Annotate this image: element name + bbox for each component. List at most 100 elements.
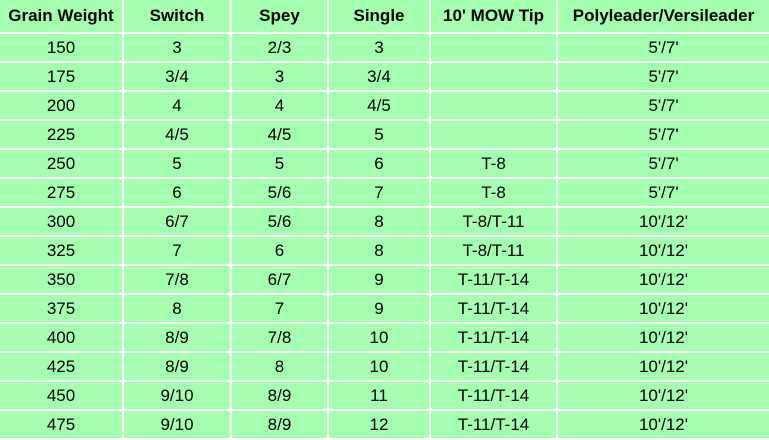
switch-cell: 8/9 <box>124 324 232 353</box>
polyleader-cell: 5'/7' <box>558 34 769 63</box>
header-spey: Spey <box>232 0 329 34</box>
single-cell: 8 <box>329 237 431 266</box>
grain-weight-cell: 275 <box>0 179 124 208</box>
table-row: 250 5 5 6 T-8 5'/7' <box>0 150 769 179</box>
spey-cell: 5/6 <box>232 179 329 208</box>
polyleader-cell: 10'/12' <box>558 324 769 353</box>
mow-tip-cell: T-11/T-14 <box>431 382 558 411</box>
header-grain-weight: Grain Weight <box>0 0 124 34</box>
header-polyleader: Polyleader/Versileader <box>558 0 769 34</box>
spey-cell: 8 <box>232 353 329 382</box>
mow-tip-cell <box>431 92 558 121</box>
table-row: 275 6 5/6 7 T-8 5'/7' <box>0 179 769 208</box>
grain-weight-cell: 325 <box>0 237 124 266</box>
grain-weight-cell: 200 <box>0 92 124 121</box>
switch-cell: 9/10 <box>124 411 232 440</box>
switch-cell: 6/7 <box>124 208 232 237</box>
single-cell: 9 <box>329 295 431 324</box>
spey-cell: 4 <box>232 92 329 121</box>
single-cell: 3/4 <box>329 63 431 92</box>
table-row: 375 8 7 9 T-11/T-14 10'/12' <box>0 295 769 324</box>
spey-cell: 8/9 <box>232 382 329 411</box>
spey-cell: 6 <box>232 237 329 266</box>
grain-weight-cell: 225 <box>0 121 124 150</box>
mow-tip-cell: T-8/T-11 <box>431 208 558 237</box>
grain-weight-cell: 425 <box>0 353 124 382</box>
header-row: Grain Weight Switch Spey Single 10' MOW … <box>0 0 769 34</box>
single-cell: 10 <box>329 353 431 382</box>
table-row: 425 8/9 8 10 T-11/T-14 10'/12' <box>0 353 769 382</box>
single-cell: 5 <box>329 121 431 150</box>
mow-tip-cell: T-8 <box>431 150 558 179</box>
spey-cell: 5 <box>232 150 329 179</box>
spey-cell: 4/5 <box>232 121 329 150</box>
single-cell: 12 <box>329 411 431 440</box>
polyleader-cell: 5'/7' <box>558 150 769 179</box>
mow-tip-cell: T-11/T-14 <box>431 411 558 440</box>
grain-weight-cell: 150 <box>0 34 124 63</box>
polyleader-cell: 10'/12' <box>558 382 769 411</box>
polyleader-cell: 5'/7' <box>558 179 769 208</box>
header-single: Single <box>329 0 431 34</box>
switch-cell: 5 <box>124 150 232 179</box>
single-cell: 3 <box>329 34 431 63</box>
spey-cell: 6/7 <box>232 266 329 295</box>
switch-cell: 8/9 <box>124 353 232 382</box>
mow-tip-cell: T-11/T-14 <box>431 353 558 382</box>
spey-cell: 8/9 <box>232 411 329 440</box>
switch-cell: 4/5 <box>124 121 232 150</box>
header-mow-tip: 10' MOW Tip <box>431 0 558 34</box>
polyleader-cell: 5'/7' <box>558 121 769 150</box>
table-body: 150 3 2/3 3 5'/7' 175 3/4 3 3/4 5'/7' 200 4 4 4/5 5'/7… <box>0 34 769 440</box>
switch-cell: 9/10 <box>124 382 232 411</box>
table-row: 325 7 6 8 T-8/T-11 10'/12' <box>0 237 769 266</box>
single-cell: 7 <box>329 179 431 208</box>
grain-weight-cell: 475 <box>0 411 124 440</box>
switch-cell: 6 <box>124 179 232 208</box>
switch-cell: 7/8 <box>124 266 232 295</box>
mow-tip-cell <box>431 63 558 92</box>
grain-weight-cell: 175 <box>0 63 124 92</box>
mow-tip-cell <box>431 34 558 63</box>
switch-cell: 8 <box>124 295 232 324</box>
mow-tip-cell <box>431 121 558 150</box>
polyleader-cell: 10'/12' <box>558 411 769 440</box>
single-cell: 10 <box>329 324 431 353</box>
polyleader-cell: 10'/12' <box>558 353 769 382</box>
mow-tip-cell: T-11/T-14 <box>431 295 558 324</box>
mow-tip-cell: T-11/T-14 <box>431 266 558 295</box>
single-cell: 4/5 <box>329 92 431 121</box>
switch-cell: 4 <box>124 92 232 121</box>
polyleader-cell: 10'/12' <box>558 237 769 266</box>
single-cell: 6 <box>329 150 431 179</box>
table-row: 300 6/7 5/6 8 T-8/T-11 10'/12' <box>0 208 769 237</box>
polyleader-cell: 5'/7' <box>558 92 769 121</box>
switch-cell: 3/4 <box>124 63 232 92</box>
grain-weight-cell: 450 <box>0 382 124 411</box>
mow-tip-cell: T-11/T-14 <box>431 324 558 353</box>
table-row: 200 4 4 4/5 5'/7' <box>0 92 769 121</box>
polyleader-cell: 10'/12' <box>558 295 769 324</box>
table-row: 475 9/10 8/9 12 T-11/T-14 10'/12' <box>0 411 769 440</box>
spey-cell: 3 <box>232 63 329 92</box>
table-row: 400 8/9 7/8 10 T-11/T-14 10'/12' <box>0 324 769 353</box>
header-switch: Switch <box>124 0 232 34</box>
grain-weight-cell: 300 <box>0 208 124 237</box>
grain-weight-cell: 250 <box>0 150 124 179</box>
polyleader-cell: 10'/12' <box>558 208 769 237</box>
mow-tip-cell: T-8 <box>431 179 558 208</box>
polyleader-cell: 5'/7' <box>558 63 769 92</box>
single-cell: 11 <box>329 382 431 411</box>
single-cell: 8 <box>329 208 431 237</box>
table-row: 450 9/10 8/9 11 T-11/T-14 10'/12' <box>0 382 769 411</box>
spey-cell: 2/3 <box>232 34 329 63</box>
grain-weight-cell: 400 <box>0 324 124 353</box>
switch-cell: 3 <box>124 34 232 63</box>
spey-cell: 7 <box>232 295 329 324</box>
grain-weight-cell: 350 <box>0 266 124 295</box>
grain-weight-cell: 375 <box>0 295 124 324</box>
mow-tip-cell: T-8/T-11 <box>431 237 558 266</box>
table-row: 350 7/8 6/7 9 T-11/T-14 10'/12' <box>0 266 769 295</box>
table-row: 175 3/4 3 3/4 5'/7' <box>0 63 769 92</box>
